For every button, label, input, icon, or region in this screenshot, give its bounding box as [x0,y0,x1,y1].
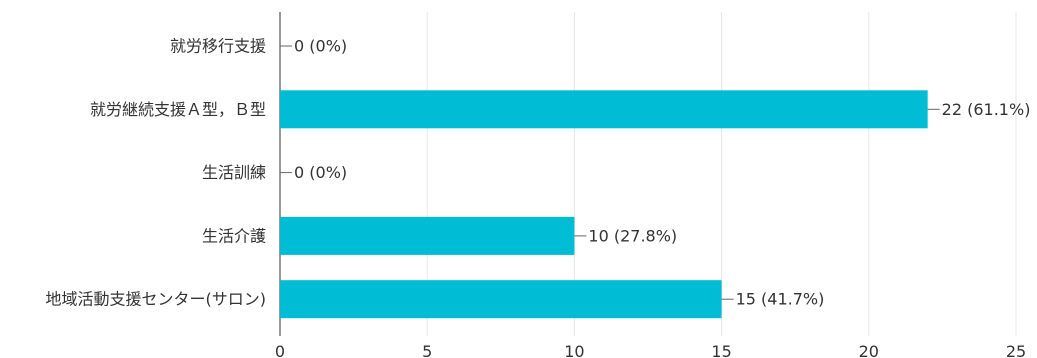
x-tick-label: 10 [564,342,584,358]
bar [280,90,928,129]
category-label: 生活訓練 [202,163,266,182]
category-label: 地域活動支援センター(サロン) [46,290,267,309]
data-label: 0 (0%) [294,37,347,56]
bar-layer [280,90,928,319]
data-label: 0 (0%) [294,163,347,182]
x-tick-label: 15 [711,342,731,358]
category-label: 生活介護 [202,226,266,245]
x-tick-label: 20 [859,342,879,358]
x-tick-label: 25 [1006,342,1026,358]
data-label: 15 (41.7%) [736,290,825,309]
label-layer: 就労移行支援 0 (0%) 就労継続支援Ａ型，Ｂ型 22 (61.1%) 生活訓練 0 (… [46,37,1031,309]
bar [280,280,722,319]
x-tick-label: 0 [275,342,285,358]
data-label: 10 (27.8%) [588,226,677,245]
bar [280,216,575,255]
x-tick-label: 5 [422,342,432,358]
category-label: 就労移行支援 [170,37,266,56]
category-label: 就労継続支援Ａ型，Ｂ型 [90,100,266,119]
tick-layer: 0 5 10 15 20 25 [275,342,1026,358]
data-label: 22 (61.1%) [942,100,1031,119]
